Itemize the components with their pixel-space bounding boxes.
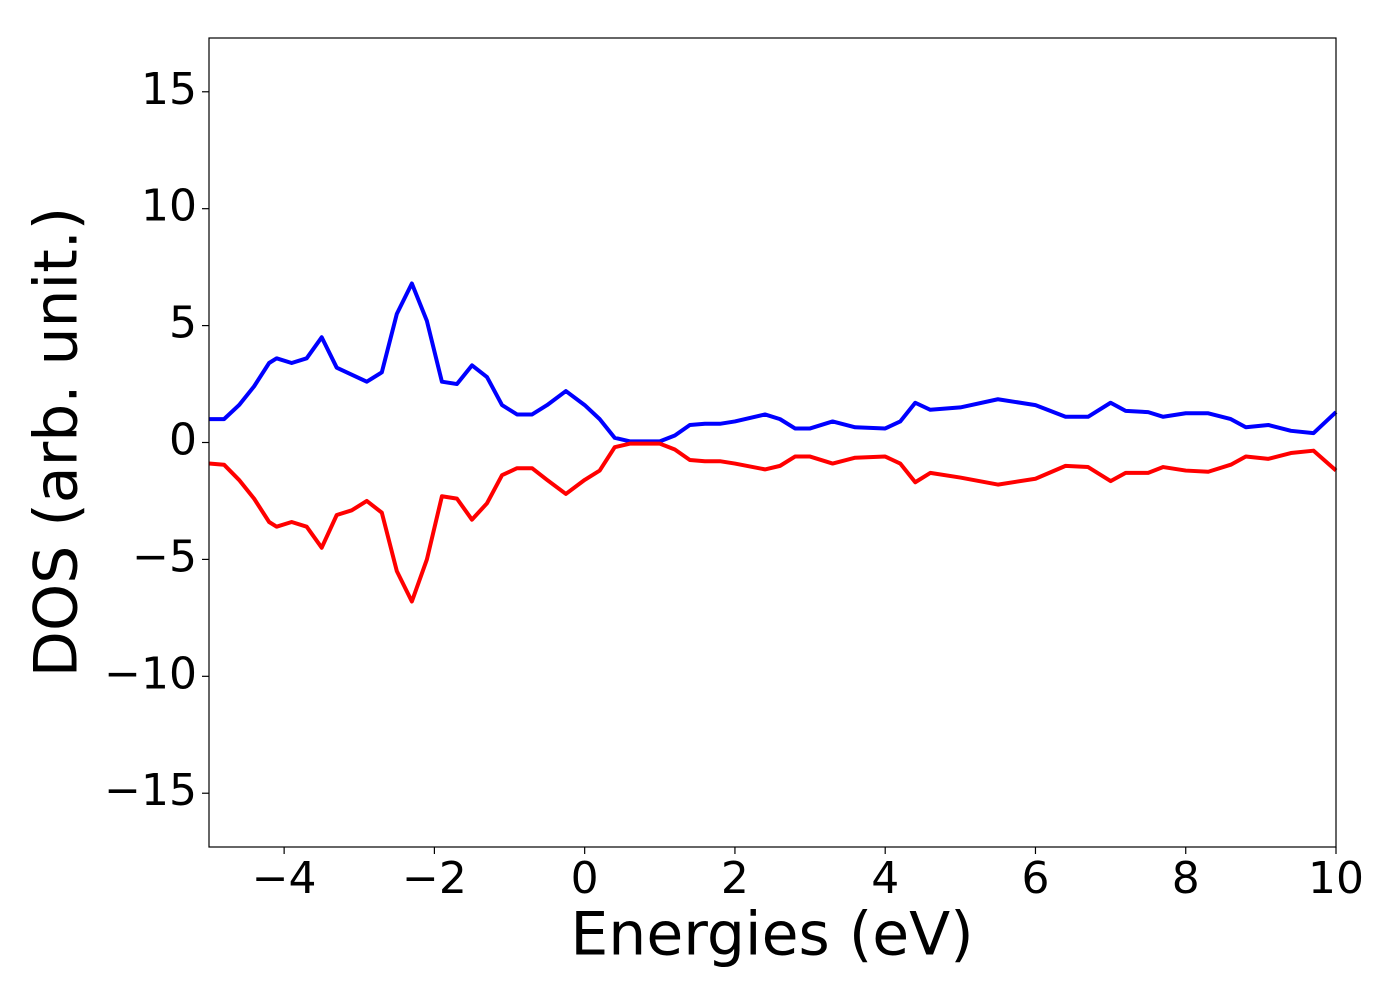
x-axis-label: Energies (eV) (570, 900, 973, 970)
y-tick-label: −5 (132, 531, 197, 582)
y-tick-label: 5 (169, 298, 197, 349)
x-tick-label: −4 (252, 853, 317, 904)
x-tick-label: 4 (871, 853, 899, 904)
data-line (208, 441, 1338, 604)
x-tick-label: −2 (402, 853, 467, 904)
x-tick-label: 6 (1021, 853, 1049, 904)
x-tick-label: 8 (1172, 853, 1200, 904)
x-tick-label: 10 (1308, 853, 1364, 904)
y-tick-label: −10 (104, 648, 197, 699)
x-tick-label: 2 (721, 853, 749, 904)
y-tick-label: 0 (169, 415, 197, 466)
y-tick-label: 15 (141, 64, 197, 115)
y-tick-label: −15 (104, 765, 197, 816)
x-tick-label: 0 (571, 853, 599, 904)
plot-frame (208, 37, 1337, 848)
y-axis-label: DOS (arb. unit.) (22, 207, 92, 677)
y-tick-label: 10 (141, 181, 197, 232)
data-line (209, 281, 1338, 444)
